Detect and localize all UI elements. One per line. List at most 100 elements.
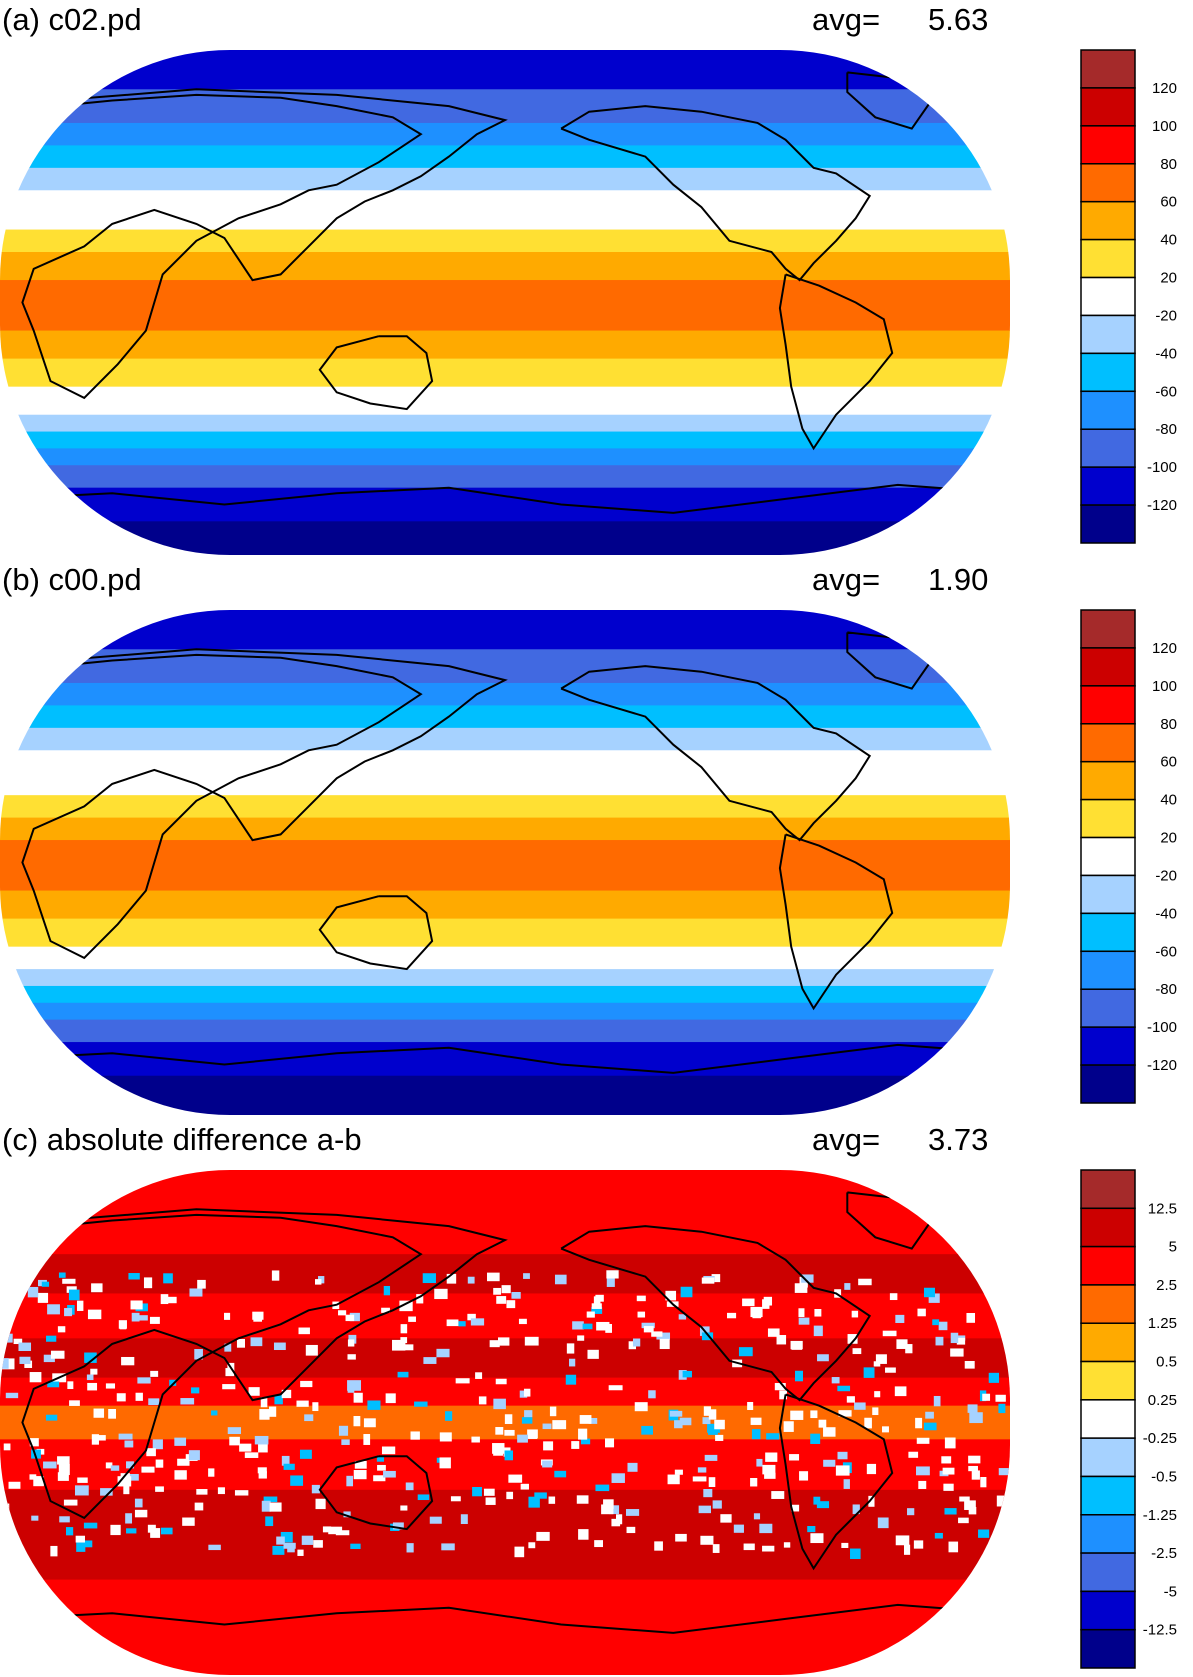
panel-c-noise-cell [62, 1278, 76, 1284]
panel-c-noise-cell [534, 1492, 547, 1499]
panel-b-colorbar-tick-label: -40 [1155, 905, 1177, 922]
panel-c-noise-cell [908, 1451, 919, 1458]
panel-c-noise-cell [410, 1431, 420, 1440]
panel-c-noise-cell [64, 1308, 73, 1317]
panel-c-noise-cell [742, 1298, 755, 1307]
panel-b-coastline [318, 895, 434, 971]
panel-c-noise-cell [274, 1394, 283, 1405]
panel-c-noise-cell [164, 1296, 177, 1304]
panel-c-noise-cell [224, 1312, 231, 1320]
panel-a-colorbar-tick-label: 60 [1160, 194, 1177, 211]
panel-c-noise-cell [733, 1524, 744, 1533]
panel-c-noise-cell [578, 1529, 589, 1540]
panel-c-noise-cell [708, 1409, 717, 1420]
panel-c-noise-cell [514, 1546, 525, 1558]
panel-c-noise-cell [124, 1440, 134, 1448]
panel-b-field-band [0, 772, 1010, 796]
panel-c-noise-cell [343, 1511, 351, 1518]
panel-b-colorbar-box [1080, 647, 1136, 687]
panel-a-coastline [778, 273, 894, 451]
panel-c-noise-cell [263, 1496, 278, 1503]
panel-b-field-band [0, 610, 1010, 650]
panel-c-noise-cell [211, 1410, 218, 1416]
panel-a-colorbar-tick-label: -120 [1147, 497, 1177, 514]
panel-c-noise-cell [363, 1418, 376, 1428]
panel-c-noise-cell [239, 1443, 252, 1452]
panel-c-noise-cell [59, 1516, 70, 1523]
panel-c-noise-cell [604, 1438, 615, 1448]
panel-b-field-band [0, 1075, 1010, 1115]
panel-c-noise-cell [950, 1332, 959, 1344]
panel-c-noise-cell [586, 1311, 595, 1318]
panel-c-noise-cell [65, 1527, 74, 1536]
panel-c-noise-cell [877, 1517, 889, 1529]
panel-b-colorbar-box [1080, 685, 1136, 725]
panel-c-noise-cell [485, 1497, 496, 1505]
panel-c-noise-cell [667, 1474, 680, 1485]
panel-a-colorbar-tick-label: 40 [1160, 232, 1177, 249]
panel-c-noise-cell [543, 1441, 554, 1451]
panel-c-noise-cell [715, 1434, 724, 1441]
panel-c-noise-cell [208, 1544, 221, 1551]
panel-c-noise-cell [33, 1476, 44, 1487]
panel-c-noise-cell [345, 1314, 355, 1322]
panel-c-noise-cell [67, 1381, 74, 1390]
panel-c-noise-cell [889, 1293, 898, 1301]
panel-c-colorbar-svg: 12.5 5 2.5 1.25 0.5 0.25 -0.25 -0.5 -1.25 -2.5 -5 -… [1080, 1169, 1177, 1669]
panel-c-noise-cell [95, 1435, 106, 1441]
panel-c-coastline [21, 1208, 508, 1520]
panel-c-noise-cell [224, 1343, 232, 1352]
panel-c-noise-cell [885, 1367, 896, 1373]
panel-b-colorbar-tick-label: -80 [1155, 981, 1177, 998]
panel-c-noise-cell [679, 1417, 692, 1426]
panel-c-noise-cell [347, 1380, 362, 1391]
panel-c-noise-cell [197, 1279, 206, 1289]
panel-b: (b) c00.pd avg= 1.90 120 100 80 60 40 20 -20 -4… [0, 560, 1193, 1115]
panel-c-noise-cell [57, 1472, 69, 1481]
panel-c-noise-cell [767, 1328, 780, 1337]
panel-b-field-band [0, 985, 1010, 1004]
panel-c-colorbar-box [1080, 1590, 1136, 1631]
panel-b-colorbar-box [1080, 1026, 1136, 1066]
panel-c-noise-cell [643, 1326, 654, 1333]
panel-c-noise-cell [847, 1334, 858, 1344]
panel-c-noise-cell [110, 1524, 121, 1536]
panel-c-noise-cell [665, 1290, 677, 1301]
panel-c-noise-cell [873, 1361, 881, 1367]
panel-c-noise-cell [495, 1378, 507, 1385]
panel-c-noise-cell [703, 1488, 713, 1498]
panel-b-field-band [0, 1042, 1010, 1077]
panel-c-noise-cell [766, 1433, 780, 1440]
panel-c-noise-cell [789, 1454, 800, 1461]
panel-b-colorbar-box [1080, 988, 1136, 1028]
panel-c-noise-cell [31, 1449, 41, 1459]
panel-c-noise-cell [301, 1535, 314, 1545]
panel-c-noise-cell [611, 1518, 621, 1527]
panel-c-noise-cell [217, 1487, 225, 1495]
panel-c-noise-cell [150, 1370, 159, 1377]
panel-a-colorbar-tick-label: -60 [1155, 383, 1177, 400]
panel-c-noise-cell [69, 1400, 80, 1406]
panel-c-noise-cell [996, 1495, 1005, 1507]
panel-b-field-band [0, 840, 1010, 869]
panel-c-noise-cell [762, 1545, 775, 1552]
panel-c-noise-cell [265, 1516, 274, 1527]
panel-b-field-band [0, 705, 1010, 729]
panel-c-noise-cell [392, 1339, 406, 1351]
panel-b-field-band [0, 817, 1010, 841]
panel-c-coastline [560, 1225, 872, 1402]
panel-a-coastline [318, 335, 434, 411]
panel-c-noise-cell [225, 1368, 235, 1377]
panel-c-noise-cell [155, 1459, 164, 1468]
panel-c-noise-cell [91, 1434, 99, 1445]
panel-c-colorbar-tick-label: 2.5 [1156, 1277, 1177, 1294]
panel-c-noise-cell [942, 1467, 955, 1475]
panel-c-noise-cell [250, 1337, 263, 1347]
panel-c-noise-cell [577, 1335, 585, 1341]
panel-c-noise-cell [116, 1393, 126, 1402]
panel-c-noise-cell [110, 1465, 120, 1471]
panel-b-colorbar-tick-label: -120 [1147, 1057, 1177, 1074]
panel-c-noise-cell [967, 1404, 978, 1413]
panel-c-noise-cell [783, 1421, 794, 1432]
panel-a-colorbar-tick-label: 100 [1152, 118, 1177, 135]
